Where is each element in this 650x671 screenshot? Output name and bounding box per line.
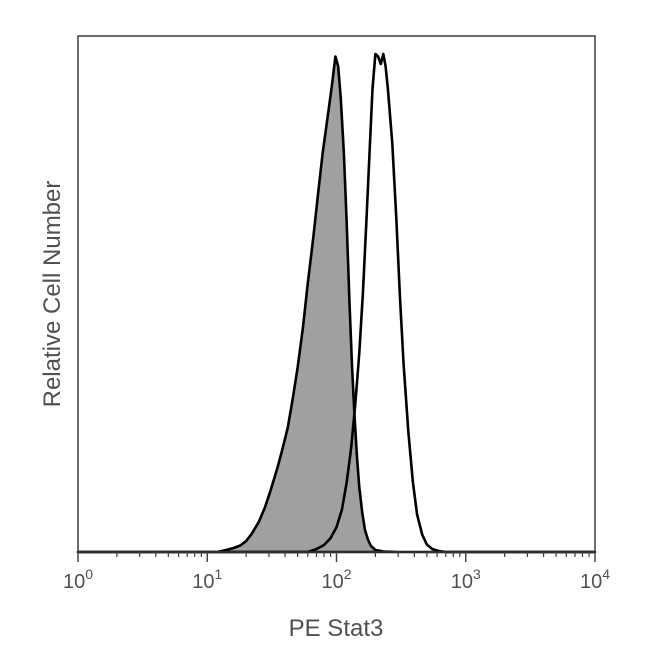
x-tick-label: 100 bbox=[63, 566, 93, 593]
series-layer bbox=[76, 52, 597, 554]
x-tick-label: 104 bbox=[580, 566, 610, 593]
x-axis-label: PE Stat3 bbox=[289, 615, 384, 642]
x-tick-label: 103 bbox=[451, 566, 481, 593]
x-tick-layer: 100 101 102 103 104 bbox=[63, 552, 610, 593]
x-tick-label: 101 bbox=[192, 566, 222, 593]
x-tick-label: 102 bbox=[321, 566, 351, 593]
filled-histogram-series-0 bbox=[76, 55, 597, 554]
y-axis-label: Relative Cell Number bbox=[39, 181, 66, 408]
open-histogram-series-1 bbox=[78, 52, 595, 554]
